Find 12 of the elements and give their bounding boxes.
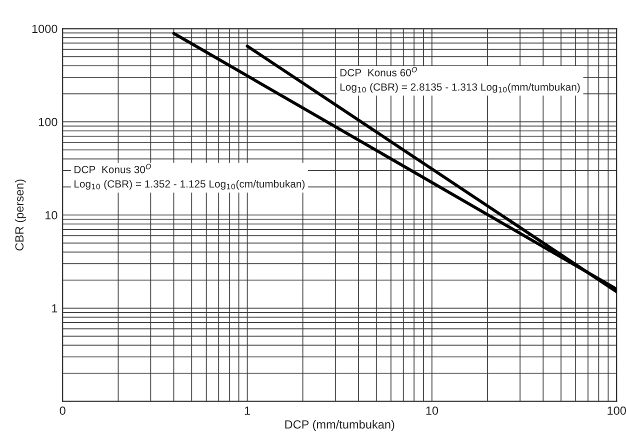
text: DCP Konus 60$^{O}$ Log$_{10}$ (CBR) = 2.8135 - 1.313 Log$_{10}$(mm/tumbukan) — [340, 66, 580, 93]
y-tick-label: 10 — [46, 211, 58, 220]
x-tick-label: 10 — [426, 406, 438, 415]
y-tick-label: 1 — [52, 304, 58, 312]
text: DCP Konus 30$^{O}$ Log$_{10}$ (CBR) = 1.352 - 1.125 Log$_{10}$(cm/tumbukan) — [74, 164, 305, 190]
y-tick-label: 1000 — [32, 24, 58, 34]
y-tick-label: 100 — [38, 118, 58, 126]
x-axis-title: DCP (mm/tumbukan) — [285, 420, 394, 431]
x-tick-label: 100 — [608, 406, 626, 415]
y-axis-title: CBR (persen) — [14, 180, 26, 250]
x-tick-label: 1 — [244, 406, 250, 415]
x-tick-label: 0 — [60, 406, 66, 415]
